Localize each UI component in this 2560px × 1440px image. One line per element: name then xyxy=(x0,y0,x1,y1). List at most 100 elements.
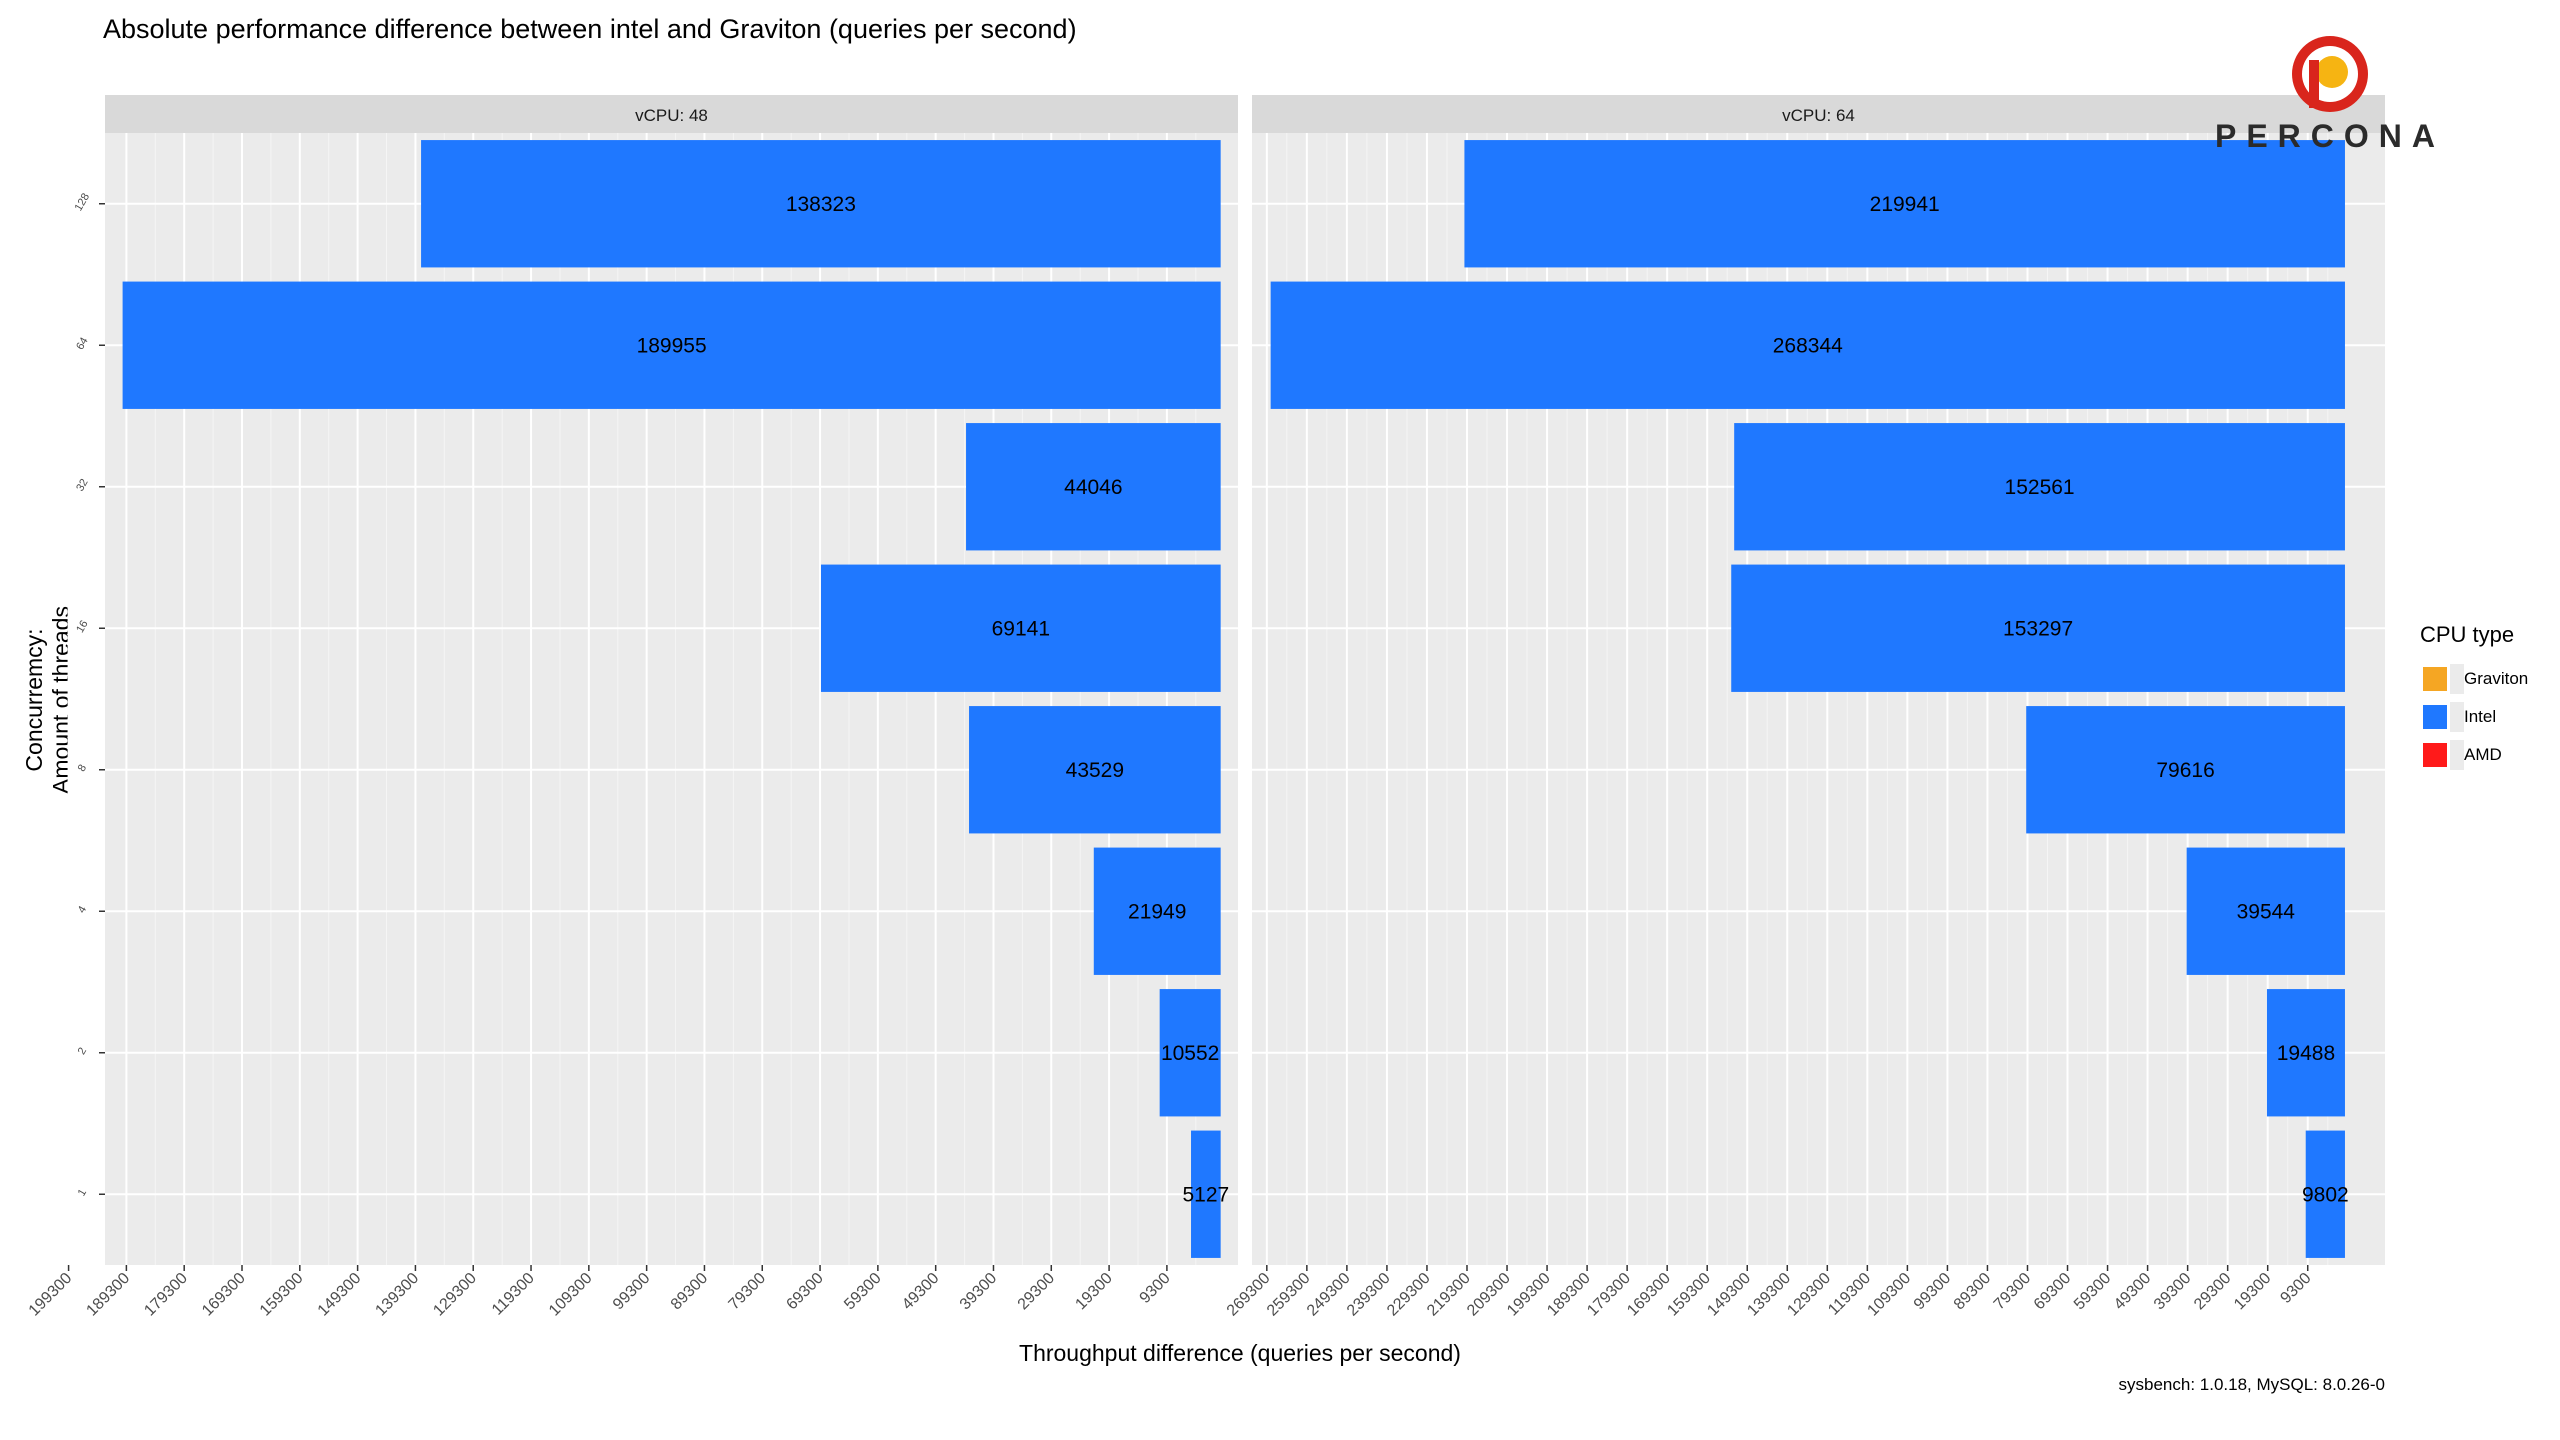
legend-label: Graviton xyxy=(2464,669,2529,688)
x-tick-label: 19300 xyxy=(1072,1270,1116,1314)
y-axis-label-line1: Concurremcy: xyxy=(21,628,47,771)
x-tick-label: 29300 xyxy=(1015,1270,1059,1314)
x-tick-label: 59300 xyxy=(841,1270,885,1314)
legend-title: CPU type xyxy=(2420,622,2515,647)
legend-label: Intel xyxy=(2464,707,2497,726)
x-tick-label: 49300 xyxy=(2111,1270,2155,1314)
bar xyxy=(1731,564,2345,692)
x-tick-label: 9300 xyxy=(1137,1270,1174,1307)
bar-value-label: 138323 xyxy=(786,193,856,216)
chart-title: Absolute performance difference between … xyxy=(103,14,1077,44)
legend-item-intel: Intel xyxy=(2420,698,2560,736)
x-tick-label: 109300 xyxy=(1864,1270,1914,1320)
bar-value-label: 79616 xyxy=(2156,759,2214,782)
caption: sysbench: 1.0.18, MySQL: 8.0.26-0 xyxy=(2118,1375,2385,1394)
bar-value-label: 39544 xyxy=(2237,900,2296,923)
bar xyxy=(2266,989,2345,1117)
bar xyxy=(2305,1130,2345,1258)
bar xyxy=(1159,989,1221,1117)
bar xyxy=(2026,706,2345,834)
x-tick-label: 69300 xyxy=(783,1270,827,1314)
bar xyxy=(1093,847,1221,975)
percona-logo-text: PERCONA xyxy=(2214,118,2445,154)
bar-value-label: 9802 xyxy=(2302,1183,2349,1206)
percona-logo-icon xyxy=(2292,36,2368,112)
x-tick-label: 79300 xyxy=(726,1270,770,1314)
x-tick-label: 139300 xyxy=(1744,1270,1794,1320)
x-tick-label: 209300 xyxy=(1464,1270,1514,1320)
x-tick-label: 129300 xyxy=(1784,1270,1834,1320)
y-tick-label: 2 xyxy=(76,1046,89,1057)
bar xyxy=(1464,140,2345,268)
x-tick-label: 49300 xyxy=(899,1270,943,1314)
bar xyxy=(966,423,1221,551)
x-tick-label: 159300 xyxy=(257,1270,307,1320)
x-tick-label: 169300 xyxy=(1624,1270,1674,1320)
bar-value-label: 152561 xyxy=(2005,476,2075,499)
x-tick-label: 199300 xyxy=(1504,1270,1554,1320)
x-tick-label: 239300 xyxy=(1344,1270,1394,1320)
x-tick-label: 269300 xyxy=(1224,1270,1274,1320)
x-tick-label: 39300 xyxy=(957,1270,1001,1314)
bar-value-label: 69141 xyxy=(992,617,1050,640)
y-tick-label: 4 xyxy=(76,904,89,915)
x-tick-label: 29300 xyxy=(2191,1270,2235,1314)
bar xyxy=(1734,423,2345,551)
bar xyxy=(820,564,1221,692)
x-axis-label: Throughput difference (queries per secon… xyxy=(1019,1340,1461,1366)
y-tick-label: 16 xyxy=(74,618,91,635)
x-tick-label: 89300 xyxy=(1951,1270,1995,1314)
bar-value-label: 153297 xyxy=(2003,617,2073,640)
bar-value-label: 219941 xyxy=(1870,193,1940,216)
x-tick-label: 99300 xyxy=(1911,1270,1955,1314)
y-tick-label: 1 xyxy=(76,1187,89,1198)
x-tick-label: 109300 xyxy=(546,1270,596,1320)
x-tick-label: 179300 xyxy=(1584,1270,1634,1320)
x-tick-label: 139300 xyxy=(372,1270,422,1320)
y-axis-label-line2: Amount of threads xyxy=(48,606,74,794)
x-tick-label: 9300 xyxy=(2277,1270,2314,1307)
bar-value-label: 189955 xyxy=(637,334,707,357)
y-tick-label: 128 xyxy=(73,191,93,213)
x-tick-label: 189300 xyxy=(1544,1270,1594,1320)
facet-strip xyxy=(1252,95,2385,133)
y-tick-label: 64 xyxy=(74,335,91,352)
x-tick-label: 229300 xyxy=(1384,1270,1434,1320)
y-tick-label: 32 xyxy=(74,477,91,494)
x-tick-label: 19300 xyxy=(2231,1270,2275,1314)
x-tick-label: 89300 xyxy=(668,1270,712,1314)
legend-swatch-amd xyxy=(2420,740,2450,770)
bar xyxy=(2186,847,2345,975)
bar xyxy=(1270,281,2345,409)
bar xyxy=(122,281,1221,409)
x-tick-label: 149300 xyxy=(315,1270,365,1320)
y-axis-label: Concurremcy:Amount of threads xyxy=(21,606,74,794)
x-tick-label: 39300 xyxy=(2151,1270,2195,1314)
bar-value-label: 21949 xyxy=(1128,900,1186,923)
x-tick-label: 199300 xyxy=(26,1270,76,1320)
legend-item-graviton: Graviton xyxy=(2420,660,2560,698)
legend-label: AMD xyxy=(2464,745,2502,764)
legend-item-amd: AMD xyxy=(2420,736,2560,774)
x-tick-label: 189300 xyxy=(83,1270,133,1320)
bar-value-label: 268344 xyxy=(1773,334,1843,357)
bar-value-label: 43529 xyxy=(1066,759,1124,782)
bar-value-label: 19488 xyxy=(2277,1042,2335,1065)
bar-value-label: 5127 xyxy=(1182,1183,1229,1206)
bar xyxy=(969,706,1221,834)
x-tick-label: 259300 xyxy=(1264,1270,1314,1320)
facet-panel: vCPU: 6426930025930024930023930022930021… xyxy=(1224,95,2385,1320)
x-tick-label: 179300 xyxy=(141,1270,191,1320)
x-tick-label: 149300 xyxy=(1704,1270,1754,1320)
x-tick-label: 119300 xyxy=(489,1270,538,1319)
legend-swatch-intel xyxy=(2420,702,2450,732)
x-tick-label: 59300 xyxy=(2071,1270,2115,1314)
x-tick-label: 159300 xyxy=(1664,1270,1714,1320)
x-tick-label: 99300 xyxy=(610,1270,654,1314)
x-tick-label: 69300 xyxy=(2031,1270,2075,1314)
x-tick-label: 169300 xyxy=(199,1270,249,1320)
x-tick-label: 79300 xyxy=(1991,1270,2035,1314)
facet-strip xyxy=(105,95,1238,133)
